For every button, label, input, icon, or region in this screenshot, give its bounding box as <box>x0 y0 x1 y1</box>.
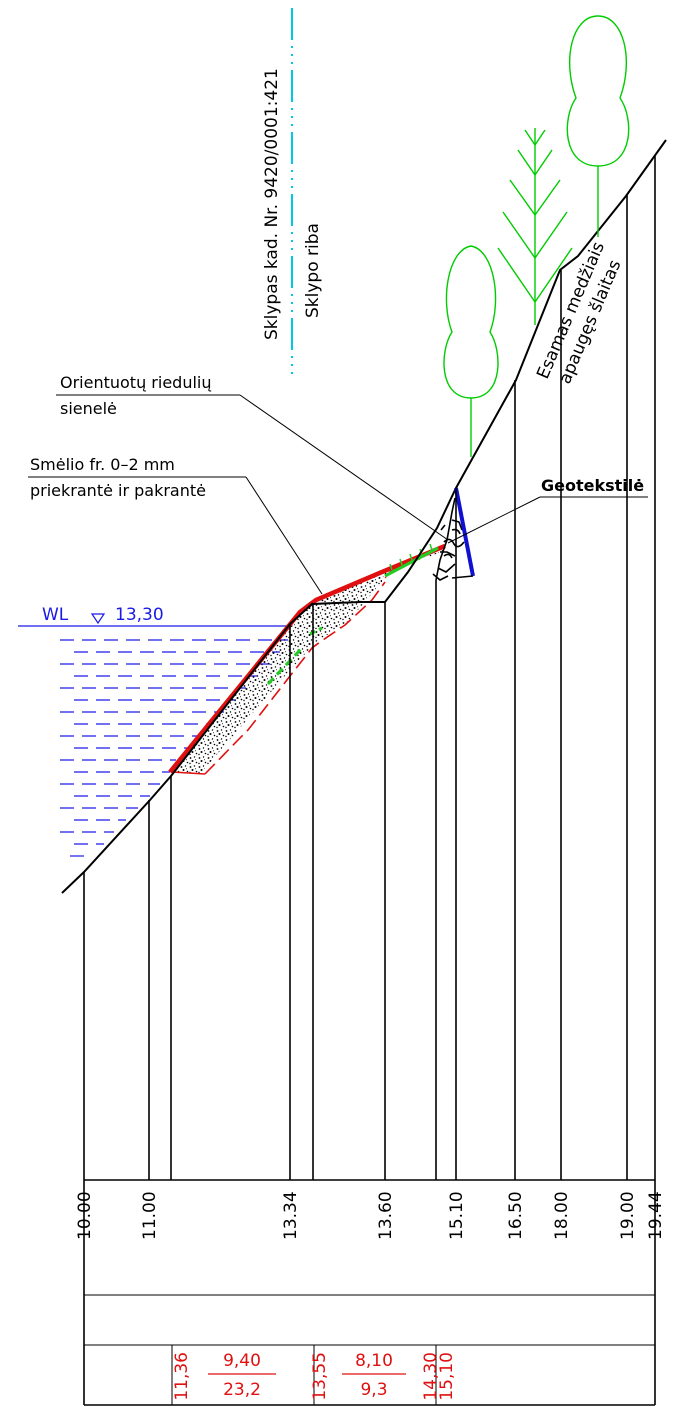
elev-existing: 16.50 <box>506 1191 526 1240</box>
elev-design: 15,10 <box>437 1352 457 1401</box>
sand-fill <box>172 548 445 774</box>
slope-bottom: 9,3 <box>360 1380 387 1400</box>
tree-icon <box>566 15 630 237</box>
geotextile-callout: Geotekstilė <box>447 476 648 544</box>
geotextile-label: Geotekstilė <box>541 476 644 495</box>
elev-design: 13,55 <box>310 1352 330 1401</box>
elev-existing: 11.00 <box>140 1191 160 1240</box>
elev-design: 14,30 <box>421 1352 441 1401</box>
wl-value-label: 13,30 <box>115 605 164 625</box>
boulder-wall-callout: Orientuotų riedulių sienelė <box>56 373 449 541</box>
existing-ground <box>61 139 667 894</box>
plot-boundary-label: Sklypo riba <box>303 223 323 318</box>
sand-callout: Smėlio fr. 0–2 mm priekrantė ir pakrantė <box>28 455 323 595</box>
slope-values: 9,40 23,2 8,10 9,3 <box>208 1351 406 1400</box>
elev-existing: 19.00 <box>618 1191 638 1240</box>
design-elevations: 11,36 13,55 14,30 15,10 <box>172 1352 457 1401</box>
boulder-wall-label-1: Orientuotų riedulių <box>60 373 212 392</box>
elev-existing: 18.00 <box>552 1191 572 1240</box>
slope-top: 8,10 <box>355 1351 393 1371</box>
water-hatch <box>60 639 288 857</box>
boulder-wall-label-2: sienelė <box>60 399 117 418</box>
boulder-wall <box>432 497 465 581</box>
slope-top: 9,40 <box>223 1351 261 1371</box>
geotextile-lines <box>266 543 439 686</box>
elev-existing: 10.00 <box>75 1191 95 1240</box>
existing-elevations: 10.00 11.00 13.34 13.60 15.10 16.50 18.0… <box>75 1191 666 1240</box>
elev-design: 11,36 <box>172 1352 192 1401</box>
slope-bottom: 23,2 <box>223 1380 261 1400</box>
elev-existing: 13.34 <box>281 1191 301 1240</box>
tree-icon <box>443 245 499 457</box>
water-level: WL 13,30 <box>18 605 290 627</box>
elev-existing: 13.60 <box>376 1191 396 1240</box>
sand-label-1: Smėlio fr. 0–2 mm <box>30 455 175 474</box>
blue-retaining-line <box>454 487 475 577</box>
conifer-icon <box>497 128 573 325</box>
station-lines <box>83 155 656 1180</box>
elev-existing: 15.10 <box>447 1191 467 1240</box>
elev-existing: 19.44 <box>646 1191 666 1240</box>
sand-label-2: priekrantė ir pakrantė <box>30 481 206 500</box>
plot-cadastral-label: Sklypas kad. Nr. 9420/0001:421 <box>262 68 282 340</box>
wall-base-line <box>451 575 474 579</box>
profile-table <box>83 1179 656 1406</box>
wl-prefix-label: WL <box>42 605 69 625</box>
